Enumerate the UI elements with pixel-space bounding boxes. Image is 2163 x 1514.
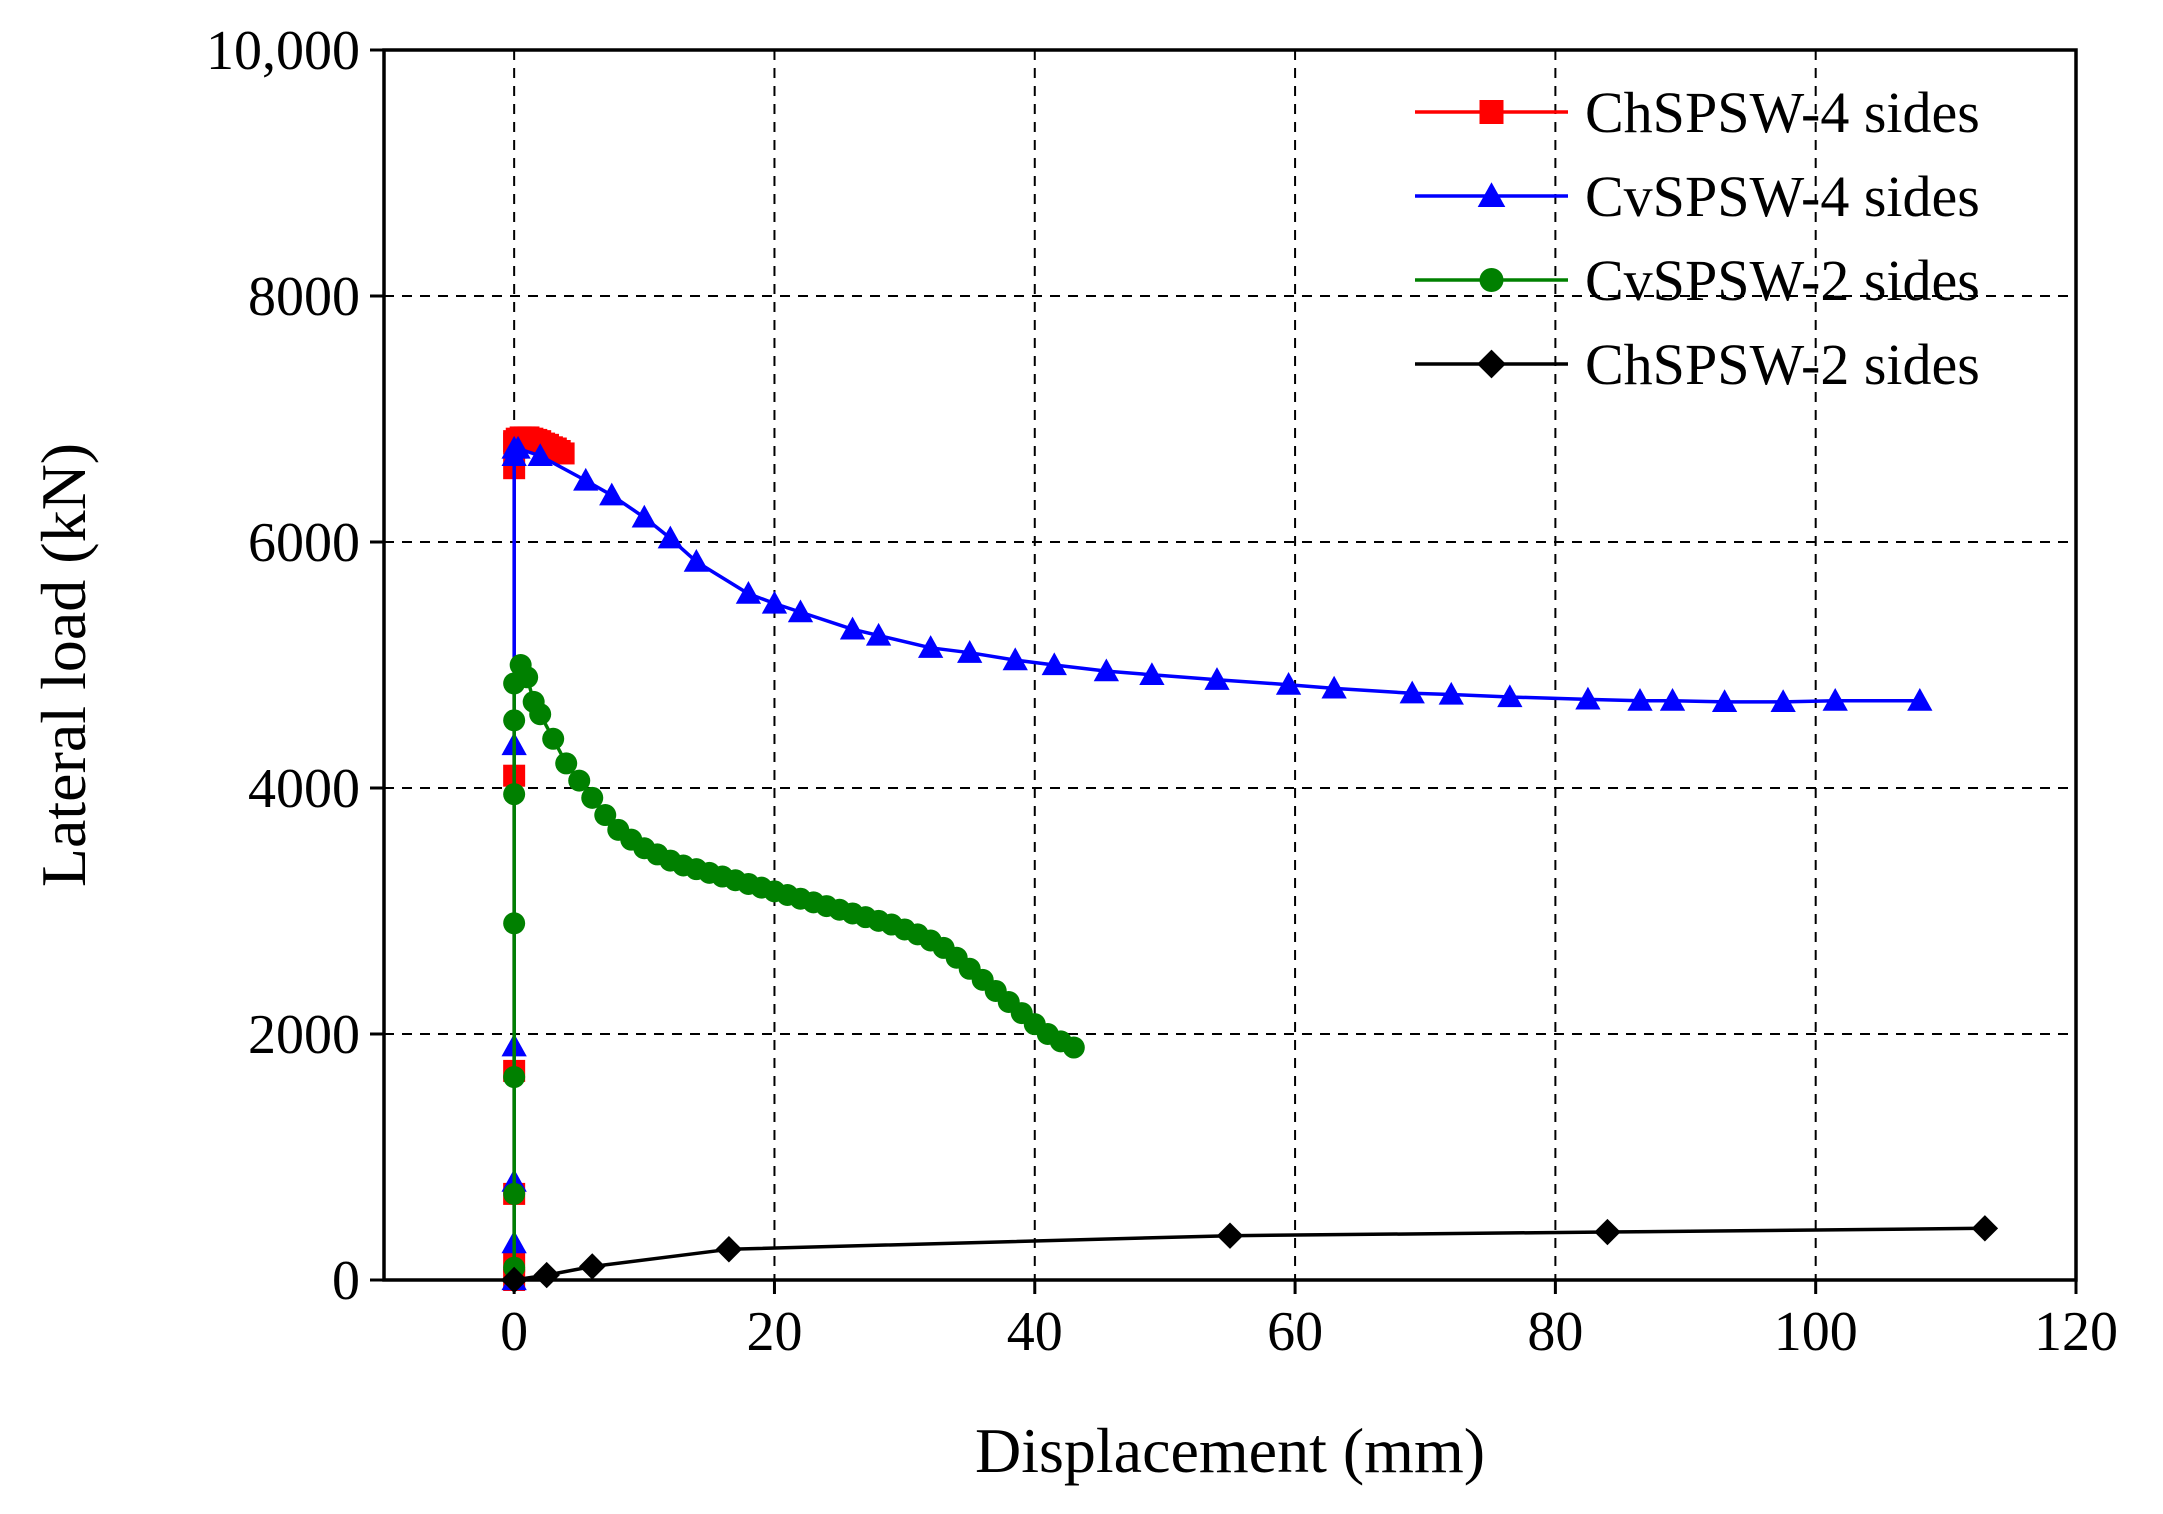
data-point [505,435,531,459]
axis-ticks: 0 20 40 60 80 100 120 0 2000 4000 6000 8000 10,000 [206,20,2118,1363]
data-point [1659,688,1686,711]
legend-marker [1477,182,1506,208]
x-tick-label: 80 [1527,1301,1583,1363]
legend-label: ChSPSW-4 sides [1585,80,1980,145]
x-axis-title: Displacement (mm) [975,1415,1485,1486]
data-point [1399,680,1425,704]
data-point [1822,688,1848,711]
data-point [573,467,599,491]
data-point [1594,1218,1621,1246]
x-tick-label: 0 [500,1301,528,1363]
data-point [555,752,578,775]
data-point [1093,658,1120,682]
data-point [503,912,526,935]
x-tick-label: 60 [1267,1301,1323,1363]
y-tick-label: 8000 [248,266,360,328]
data-point [568,769,591,792]
data-point [1711,689,1738,713]
x-tick-label: 100 [1774,1301,1858,1363]
x-tick-label: 120 [2034,1301,2118,1363]
data-point [529,703,552,726]
data-point [865,622,892,646]
series-line [512,435,565,1280]
data-point [1062,1036,1085,1059]
data-point [1204,667,1230,690]
data-point [503,1066,526,1089]
data-point [1041,652,1067,676]
grid-lines [384,50,2076,1280]
data-point [579,1253,606,1280]
legend-label: CvSPSW-4 sides [1585,164,1980,229]
y-tick-label: 4000 [248,758,360,820]
data-point [715,1236,743,1263]
data-point [735,581,762,604]
data-point [917,635,944,658]
data-point [761,590,788,614]
y-tick-label: 10,000 [206,20,360,82]
series-2 [503,654,1085,1279]
legend-item: CvSPSW-2 sides [1415,248,1980,313]
data-point [657,525,683,549]
data-point [1770,689,1796,713]
data-point [552,442,575,465]
data-point [1497,684,1523,708]
data-point [957,640,983,663]
data-point [542,727,565,750]
legend-label: CvSPSW-2 sides [1585,248,1980,313]
legend-marker [1479,100,1504,124]
legend-item: ChSPSW-4 sides [1415,80,1980,145]
data-point [1321,675,1347,699]
data-point [839,616,866,640]
y-tick-label: 0 [332,1250,360,1312]
data-point [1216,1222,1244,1249]
y-tick-label: 6000 [248,512,360,574]
y-tick-label: 2000 [248,1004,360,1066]
legend-item: ChSPSW-2 sides [1415,332,1980,397]
data-point [1139,662,1165,685]
data-point [787,599,814,623]
legend-item: CvSPSW-4 sides [1415,164,1980,229]
legend-label: ChSPSW-2 sides [1585,332,1980,397]
data-point [516,666,539,689]
data-point [1971,1215,1999,1242]
data-point [1627,688,1653,711]
series-layer [500,426,1999,1294]
data-point [1907,688,1933,711]
series-1 [501,435,1933,1291]
data-point [599,482,625,506]
data-point [1275,672,1302,695]
x-tick-label: 20 [746,1301,802,1363]
data-point [1002,647,1028,671]
data-point [683,549,710,572]
y-axis-title: Lateral load (kN) [28,443,99,887]
data-point [631,504,657,528]
x-tick-label: 40 [1007,1301,1063,1363]
series-line [512,446,1920,1280]
legend: ChSPSW-4 sides CvSPSW-4 sides CvSPSW-2 sid… [1415,80,1980,397]
legend-marker [1479,268,1504,292]
plot-area-frame [382,48,2078,1282]
data-point [503,709,526,732]
data-point [503,1182,526,1205]
data-point [594,804,617,827]
series-line [512,663,1075,1268]
data-point [527,443,553,467]
data-point [503,783,526,806]
data-point [581,786,604,809]
data-point [533,1261,560,1289]
data-point [1575,686,1601,710]
data-point [1438,681,1464,705]
legend-marker [1477,349,1506,379]
